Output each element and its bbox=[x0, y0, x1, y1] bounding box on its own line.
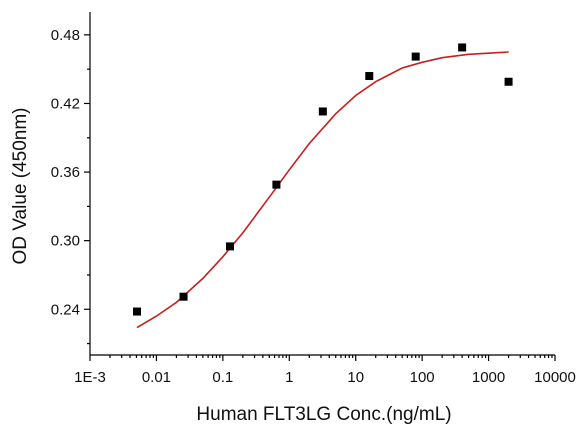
x-tick-label: 0.01 bbox=[142, 369, 171, 386]
x-tick-label: 1000 bbox=[472, 369, 505, 386]
data-point bbox=[365, 72, 374, 81]
data-point bbox=[225, 242, 234, 251]
data-point bbox=[133, 307, 142, 316]
x-tick-label: 10000 bbox=[534, 369, 576, 386]
y-axis-title: OD Value (450nm) bbox=[10, 108, 31, 265]
x-tick-label: 1 bbox=[285, 369, 293, 386]
y-tick-label: 0.42 bbox=[51, 95, 80, 112]
y-tick-label: 0.30 bbox=[51, 233, 80, 250]
data-point bbox=[458, 43, 467, 52]
fit-curve bbox=[136, 51, 509, 329]
y-tick-label: 0.24 bbox=[51, 301, 80, 318]
y-tick-label: 0.48 bbox=[51, 27, 80, 44]
data-point bbox=[504, 77, 513, 86]
data-point bbox=[411, 52, 420, 61]
data-point bbox=[318, 107, 327, 116]
axes bbox=[89, 12, 555, 356]
x-axis-title: Human FLT3LG Conc.(ng/mL) bbox=[196, 404, 451, 425]
x-axis-ticks: 1E-3 0.01 0.1 1 10 100 1000 10000 bbox=[74, 355, 576, 386]
x-tick-label: 10 bbox=[347, 369, 364, 386]
y-axis-ticks: 0.24 0.30 0.36 0.42 0.48 bbox=[51, 27, 90, 345]
data-points bbox=[133, 43, 513, 316]
x-tick-label: 100 bbox=[410, 369, 435, 386]
data-point bbox=[272, 180, 281, 189]
y-tick-label: 0.36 bbox=[51, 164, 80, 181]
x-tick-label: 1E-3 bbox=[74, 369, 106, 386]
data-point bbox=[179, 292, 188, 301]
x-tick-label: 0.1 bbox=[212, 369, 233, 386]
